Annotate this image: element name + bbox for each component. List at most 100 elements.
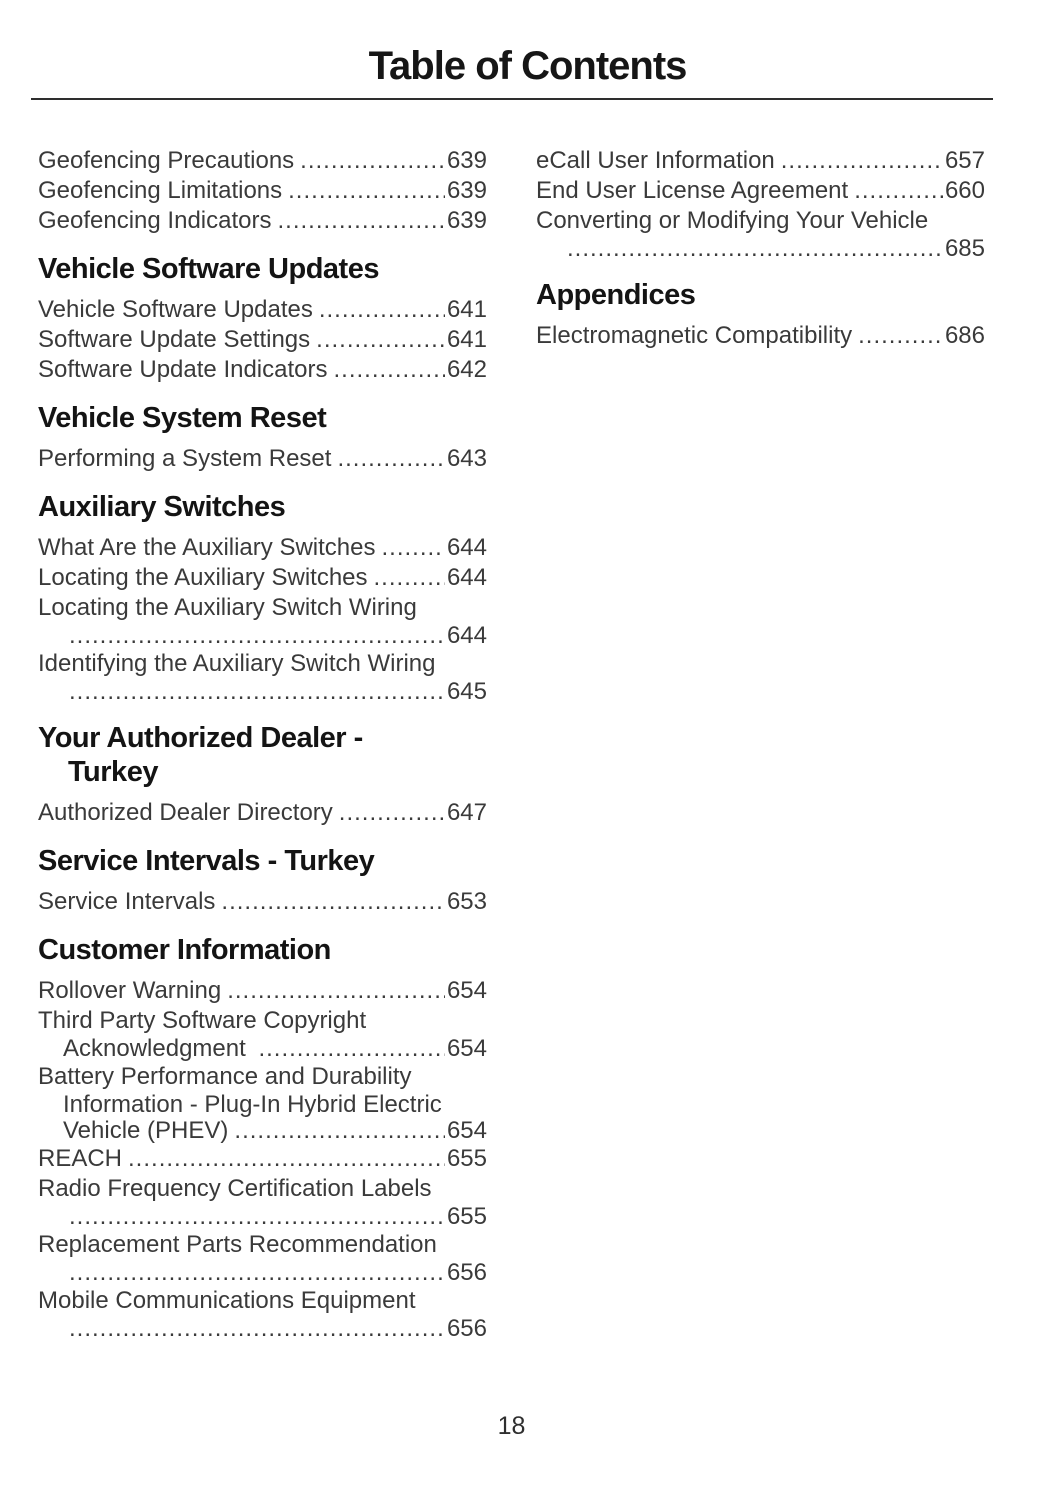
toc-entry-leader-line: Software Update Indicators 642 [38,355,487,385]
dot-leader [258,1036,445,1062]
toc-entry: Locating the Auxiliary Switch Wiring 644 [38,593,487,649]
page-ref: 647 [446,799,487,826]
section-heading: Vehicle System Reset [38,402,327,434]
page-ref: 656 [446,1316,487,1342]
toc-entry: Vehicle Software Updates 641 [38,295,487,325]
toc-entry-leader-line: Software Update Settings 641 [38,325,487,355]
toc-entry-leader-line: Geofencing Indicators 639 [38,206,487,236]
toc-entry-leader-line: 645 [38,679,487,705]
toc-entry-text-line: Battery Performance and Durability [38,1063,412,1090]
page-ref: 641 [446,326,487,353]
toc-entry: Battery Performance and Durability Inform… [38,1062,487,1144]
page-ref: 639 [446,207,487,234]
page-ref: 644 [446,623,487,649]
toc-entry-leader-line: Rollover Warning 654 [38,976,487,1006]
toc-entry-leader-line: Locating the Auxiliary Switches 644 [38,563,487,593]
dot-leader [854,176,943,206]
section-heading: Your Authorized Dealer - [38,722,363,754]
title-divider [31,98,993,100]
dot-leader [288,176,445,206]
toc-entry-label: Geofencing Limitations [38,177,283,204]
document-page: Table of Contents Geofencing Precautions… [0,44,1055,1492]
dot-leader [319,295,445,325]
page-ref: 654 [446,1118,487,1144]
dot-leader [381,533,444,563]
toc-entry-label: Vehicle Software Updates [38,296,313,323]
page-ref: 644 [446,534,487,561]
page-ref: 641 [446,296,487,323]
toc-entry: What Are the Auxiliary Switches 644 [38,533,487,563]
toc-section: Your Authorized Dealer - Turkey Authorized… [38,721,487,828]
toc-entry-text-line: Mobile Communications Equipment [38,1287,416,1314]
toc-entry-leader-line: Electromagnetic Compatibility 686 [536,321,985,351]
page-ref: 654 [446,977,487,1004]
toc-entry: Radio Frequency Certification Labels 655 [38,1174,487,1230]
page-ref: 654 [446,1036,487,1062]
toc-section: Customer Information Rollover Warning654T… [38,933,487,1342]
toc-content: Geofencing Precautions639Geofencing Limi… [38,146,985,1342]
toc-entry-label: Geofencing Precautions [38,147,295,174]
toc-entry-label: REACH [38,1145,123,1172]
page-title: Table of Contents [368,44,688,88]
page-ref: 685 [944,236,985,262]
page-ref: 639 [446,147,487,174]
section-heading: Turkey [68,756,158,788]
toc-entry: Geofencing Limitations 639 [38,176,487,206]
dot-leader [337,444,445,474]
toc-entry-leader-line: Vehicle (PHEV) 654 [38,1118,487,1144]
dot-leader [316,325,445,355]
toc-entry-label: Locating the Auxiliary Switches [38,564,368,591]
toc-section: Geofencing Precautions639Geofencing Limi… [38,146,487,236]
toc-entry: Service Intervals 653 [38,887,487,917]
dot-leader [69,1260,445,1286]
toc-entry-label: Service Intervals [38,888,216,915]
toc-entry: Identifying the Auxiliary Switch Wiring 6… [38,649,487,705]
toc-entry: Software Update Settings 641 [38,325,487,355]
section-heading: Customer Information [38,934,331,966]
toc-entry-label: Vehicle (PHEV) [63,1118,229,1144]
toc-entry-label: Performing a System Reset [38,445,332,472]
toc-section: Auxiliary Switches What Are the Auxiliary… [38,490,487,705]
toc-entry: Authorized Dealer Directory 647 [38,798,487,828]
toc-entry-label: Electromagnetic Compatibility [536,322,853,349]
toc-column-right: eCall User Information657End User Licens… [536,146,985,1342]
page-ref: 642 [446,356,487,383]
toc-section: Service Intervals - Turkey Service Interv… [38,844,487,917]
dot-leader [128,1144,445,1174]
toc-entry-leader-line: Authorized Dealer Directory 647 [38,798,487,828]
toc-entry-label: Software Update Settings [38,326,311,353]
toc-entry: eCall User Information 657 [536,146,985,176]
toc-entry-leader-line: REACH 655 [38,1144,487,1174]
toc-entry: Geofencing Precautions 639 [38,146,487,176]
toc-section: Vehicle Software Updates Vehicle Software… [38,252,487,385]
section-heading: Auxiliary Switches [38,491,286,523]
toc-entry-text-line: Identifying the Auxiliary Switch Wiring [38,650,436,677]
toc-entry-leader-line: What Are the Auxiliary Switches 644 [38,533,487,563]
toc-entry: Locating the Auxiliary Switches 644 [38,563,487,593]
dot-leader [339,798,445,828]
toc-entry: End User License Agreement 660 [536,176,985,206]
toc-entry-leader-line: eCall User Information 657 [536,146,985,176]
toc-entry-label: Authorized Dealer Directory [38,799,333,826]
toc-entry-leader-line: End User License Agreement 660 [536,176,985,206]
toc-entry-leader-line: 656 [38,1316,487,1342]
toc-section: eCall User Information657End User Licens… [536,146,985,262]
toc-entry: Geofencing Indicators 639 [38,206,487,236]
page-ref: 639 [446,177,487,204]
page-ref: 660 [944,177,985,204]
dot-leader [69,1204,445,1230]
dot-leader [567,236,943,262]
toc-section: Vehicle System Reset Performing a System … [38,401,487,474]
toc-entry: Third Party Software Copyright Acknowledg… [38,1006,487,1062]
toc-entry-text-line: Converting or Modifying Your Vehicle [536,207,929,234]
page-number: 18 [497,1412,526,1440]
page-ref: 643 [446,445,487,472]
dot-leader [334,355,445,385]
toc-entry: Software Update Indicators 642 [38,355,487,385]
page-ref: 655 [446,1145,487,1172]
dot-leader [277,206,444,236]
page-ref: 655 [446,1204,487,1230]
page-ref: 686 [944,322,985,349]
page-ref: 656 [446,1260,487,1286]
toc-entry: Replacement Parts Recommendation 656 [38,1230,487,1286]
